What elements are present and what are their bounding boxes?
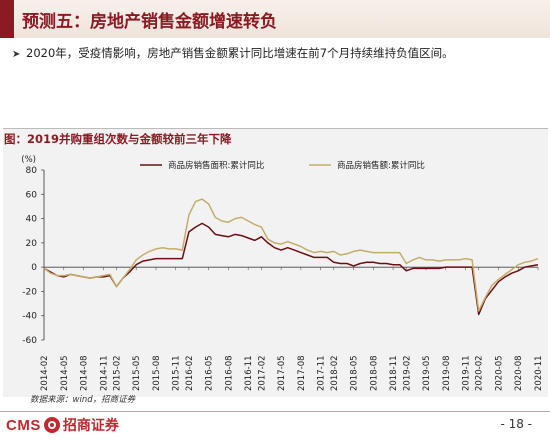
y-tick-label: -40: [22, 312, 37, 322]
y-tick-label: -20: [22, 287, 37, 297]
x-tick-label: 2017-05: [277, 355, 287, 391]
arrow-bullet-icon: ➤: [12, 49, 21, 60]
page-number: - 18 -: [500, 417, 532, 431]
bullet-text: 2020年，受疫情影响，房地产销售金额累计同比增速在前7个月持续维持负值区间。: [26, 46, 454, 60]
brand-logo: CMS 招商证券: [6, 414, 119, 436]
y-tick-label: 80: [26, 166, 38, 176]
footer-divider: [0, 411, 550, 412]
x-tick-label: 2018-02: [330, 355, 340, 391]
x-tick-label: 2015-05: [132, 355, 142, 391]
x-tick-label: 2014-11: [99, 355, 109, 391]
x-tick-label: 2015-08: [152, 355, 162, 391]
chart-title: 图：2019并购重组次数与金额较前三年下降: [4, 132, 232, 146]
x-tick-label: 2020-11: [534, 355, 544, 391]
x-tick-label: 2017-08: [297, 355, 307, 391]
x-tick-label: 2019-02: [402, 355, 412, 391]
x-tick-label: 2018-08: [369, 355, 379, 391]
chart-panel: [3, 128, 548, 397]
cms-seal-icon: [43, 417, 60, 433]
x-tick-label: 2016-02: [185, 355, 195, 391]
y-tick-label: 20: [26, 239, 38, 249]
x-tick-label: 2015-11: [172, 355, 182, 391]
x-tick-label: 2015-02: [112, 355, 122, 391]
x-tick-label: 2016-05: [205, 355, 215, 391]
x-tick-label: 2017-02: [257, 355, 267, 391]
x-tick-label: 2019-08: [442, 355, 452, 391]
legend-label-2: 商品房销售额:累计同比: [337, 160, 425, 171]
x-tick-label: 2014-08: [80, 355, 90, 391]
y-tick-label: -60: [22, 336, 37, 346]
x-tick-label: 2020-08: [514, 355, 524, 391]
series-line-1: [43, 222, 539, 316]
legend-label-1: 商品房销售面积:累计同比: [168, 160, 264, 171]
x-tick-label: 2018-05: [350, 355, 360, 391]
x-tick-label: 2018-11: [389, 355, 399, 391]
x-tick-label: 2017-11: [317, 355, 327, 391]
series-line-2: [43, 198, 539, 312]
bullet-text-line: ➤ 2020年，受疫情影响，房地产销售金额累计同比增速在前7个月持续维持负值区间。: [12, 45, 454, 61]
y-tick-label: 60: [26, 190, 38, 200]
y-axis-label: (%): [21, 155, 36, 165]
x-tick-label: 2020-05: [494, 355, 504, 391]
x-tick-label: 2016-11: [244, 355, 254, 391]
slide-title: 预测五：房地产销售金额增速转负: [22, 12, 277, 32]
x-tick-label: 2020-02: [475, 355, 485, 391]
y-tick-label: 40: [26, 215, 38, 225]
x-tick-label: 2016-08: [224, 355, 234, 391]
title-bar: 预测五：房地产销售金额增速转负: [0, 0, 550, 38]
source-note: 数据来源：wind，招商证券: [30, 395, 136, 405]
y-tick-label: 0: [31, 263, 37, 273]
x-tick-label: 2014-05: [60, 355, 70, 391]
x-tick-label: 2019-05: [422, 355, 432, 391]
brand-name: 招商证券: [62, 418, 119, 434]
x-tick-label: 2014-02: [40, 355, 50, 391]
x-tick-label: 2019-11: [462, 355, 472, 391]
logo-text: CMS: [6, 416, 41, 434]
title-accent-bar: [0, 0, 14, 38]
